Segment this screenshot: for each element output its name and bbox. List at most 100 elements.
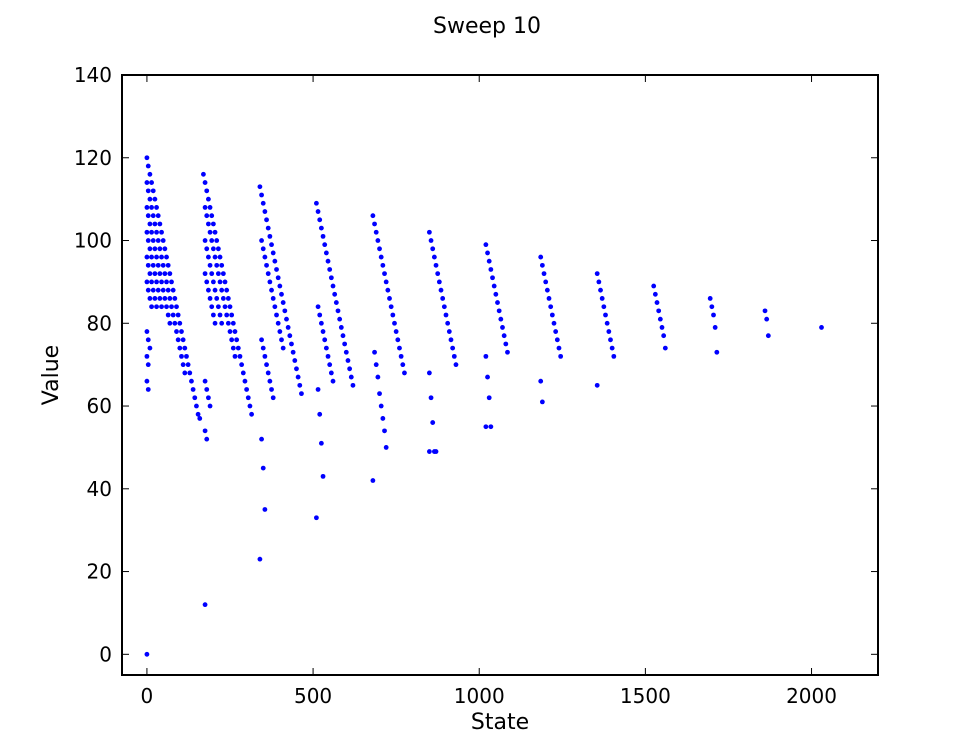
- data-point: [234, 337, 240, 343]
- data-point: [225, 296, 231, 301]
- data-point: [169, 279, 174, 285]
- data-point: [486, 258, 492, 264]
- data-point: [247, 403, 253, 409]
- x-tick-label: 500: [294, 684, 332, 708]
- data-point: [145, 337, 151, 343]
- data-point: [264, 262, 269, 268]
- data-point: [229, 312, 235, 318]
- data-point: [402, 370, 407, 376]
- data-point: [206, 196, 211, 202]
- data-point: [287, 333, 293, 339]
- data-point: [209, 238, 215, 243]
- data-point: [269, 287, 274, 293]
- data-point: [553, 329, 559, 334]
- data-point: [172, 320, 178, 326]
- data-point: [165, 262, 171, 268]
- data-point: [147, 296, 153, 301]
- data-point: [599, 296, 605, 301]
- data-point: [150, 287, 156, 293]
- data-point: [505, 349, 510, 355]
- data-point: [594, 271, 600, 277]
- data-point: [159, 229, 164, 235]
- data-point: [147, 171, 153, 177]
- data-point: [204, 279, 210, 285]
- data-point: [212, 287, 218, 293]
- data-point: [259, 337, 264, 343]
- data-point: [164, 254, 169, 260]
- data-point: [340, 333, 346, 339]
- data-point: [323, 250, 329, 256]
- y-tick-label: 140: [74, 63, 112, 87]
- data-point: [380, 262, 386, 268]
- data-point: [382, 271, 387, 277]
- data-point: [215, 246, 221, 252]
- data-point: [397, 345, 402, 351]
- data-point: [204, 387, 210, 392]
- data-point: [486, 395, 492, 401]
- data-point: [661, 333, 667, 339]
- data-point: [325, 353, 331, 359]
- data-point: [207, 296, 213, 301]
- data-point: [214, 296, 220, 301]
- data-point: [204, 213, 210, 219]
- data-point: [270, 296, 276, 301]
- data-point: [260, 465, 266, 471]
- data-point: [204, 436, 210, 442]
- data-point: [260, 200, 266, 206]
- data-point: [232, 329, 238, 334]
- data-point: [157, 271, 163, 277]
- data-point: [292, 358, 298, 363]
- data-point: [214, 238, 220, 243]
- data-point: [201, 171, 206, 177]
- data-point: [206, 254, 211, 260]
- data-point: [393, 329, 399, 334]
- data-point: [217, 279, 223, 285]
- data-point: [172, 296, 178, 301]
- data-point: [202, 602, 208, 608]
- data-point: [375, 238, 381, 243]
- data-point: [377, 391, 382, 397]
- data-point: [242, 378, 248, 384]
- data-point: [180, 337, 186, 343]
- data-point: [297, 382, 303, 388]
- data-point: [152, 271, 158, 277]
- data-point: [491, 283, 497, 289]
- data-point: [225, 320, 231, 326]
- data-point: [262, 209, 268, 214]
- data-point: [320, 473, 326, 479]
- data-point: [207, 205, 213, 210]
- data-point: [219, 320, 225, 326]
- data-point: [335, 308, 341, 314]
- data-point: [270, 250, 276, 256]
- data-point: [450, 345, 456, 351]
- data-point: [333, 300, 339, 305]
- data-point: [378, 254, 384, 260]
- data-point: [320, 233, 326, 239]
- data-point: [436, 279, 442, 285]
- data-point: [596, 279, 602, 285]
- data-point: [330, 378, 336, 384]
- data-point: [433, 262, 439, 268]
- data-point: [182, 370, 188, 376]
- data-point: [267, 279, 273, 285]
- data-point: [202, 238, 208, 243]
- data-point: [149, 205, 154, 210]
- data-point: [598, 287, 603, 293]
- data-point: [147, 246, 153, 252]
- data-point: [269, 387, 274, 392]
- data-point: [227, 304, 233, 310]
- data-point: [395, 337, 401, 343]
- data-point: [244, 387, 250, 392]
- data-point: [179, 329, 184, 334]
- data-point: [322, 337, 328, 343]
- data-point: [451, 353, 457, 359]
- data-point: [219, 262, 225, 268]
- data-point: [259, 238, 264, 243]
- data-point: [317, 217, 323, 223]
- data-point: [328, 275, 334, 281]
- data-point: [707, 296, 713, 301]
- data-point: [184, 353, 189, 359]
- data-point: [210, 312, 216, 318]
- data-point: [282, 308, 288, 314]
- data-point: [202, 180, 208, 185]
